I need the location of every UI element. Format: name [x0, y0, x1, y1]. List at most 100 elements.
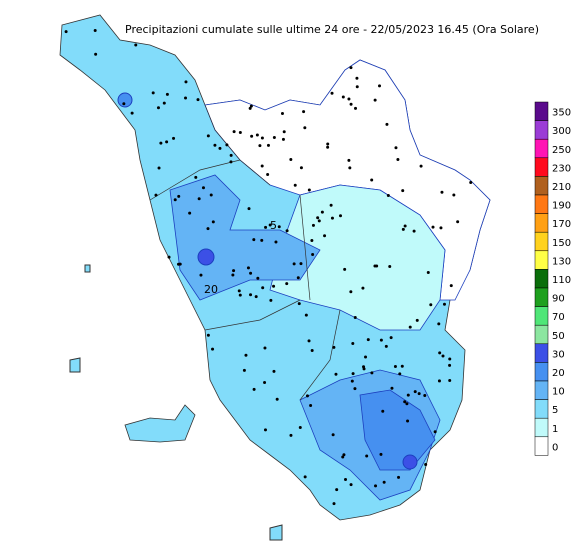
- station: [406, 393, 410, 397]
- station: [289, 433, 293, 437]
- wet-spot: [117, 92, 133, 108]
- station: [401, 227, 405, 231]
- station: [440, 190, 444, 194]
- station: [93, 29, 97, 33]
- legend-swatch: [534, 399, 549, 419]
- station: [398, 372, 402, 376]
- station: [365, 454, 369, 458]
- station: [307, 339, 311, 343]
- station: [281, 137, 285, 141]
- station: [362, 365, 366, 369]
- station: [448, 379, 452, 383]
- station: [177, 194, 181, 198]
- light-area: [269, 184, 446, 331]
- station: [370, 371, 374, 375]
- station: [437, 322, 441, 326]
- legend-label: 30: [552, 349, 565, 360]
- station: [351, 341, 355, 345]
- legend-swatch: [534, 362, 549, 382]
- station: [389, 336, 393, 340]
- legend: 3503002502302101901701501301109070503020…: [534, 101, 571, 456]
- legend-swatch: [534, 287, 549, 307]
- station: [167, 255, 171, 259]
- station: [330, 216, 334, 220]
- station: [256, 276, 260, 280]
- station: [282, 130, 286, 134]
- station: [350, 379, 354, 383]
- legend-label: 20: [552, 368, 565, 379]
- station: [94, 52, 98, 56]
- station: [373, 98, 377, 102]
- station: [258, 144, 262, 148]
- station: [173, 198, 177, 202]
- station: [246, 266, 250, 270]
- station: [184, 80, 188, 84]
- station: [206, 227, 210, 231]
- station: [320, 210, 324, 214]
- station: [393, 365, 397, 369]
- station: [266, 143, 270, 147]
- station: [438, 351, 442, 355]
- legend-label: 350: [552, 108, 571, 119]
- station: [332, 345, 336, 349]
- station: [382, 480, 386, 484]
- legend-swatch: [534, 231, 549, 252]
- station: [317, 219, 321, 223]
- station: [184, 96, 188, 100]
- station: [441, 354, 445, 358]
- legend-label: 190: [552, 201, 571, 212]
- legend-label: 250: [552, 145, 571, 156]
- station: [385, 122, 389, 126]
- station: [252, 238, 256, 242]
- legend-swatch: [534, 269, 549, 289]
- station: [218, 146, 222, 150]
- station: [238, 293, 242, 297]
- station: [134, 43, 138, 47]
- station: [361, 286, 365, 290]
- station: [330, 91, 334, 95]
- station: [188, 211, 192, 215]
- station: [426, 271, 430, 275]
- station: [194, 175, 198, 179]
- station: [351, 372, 355, 376]
- station: [326, 145, 330, 149]
- station: [299, 262, 303, 266]
- station: [388, 265, 392, 269]
- station: [448, 363, 452, 367]
- legend-label: 1: [552, 424, 558, 435]
- station: [355, 76, 359, 80]
- legend-swatch: [534, 380, 549, 400]
- station: [165, 140, 169, 144]
- contour-label: 20: [204, 283, 218, 296]
- legend-label: 110: [552, 275, 571, 286]
- station: [354, 106, 358, 110]
- legend-label: 0: [552, 442, 558, 453]
- station: [423, 394, 427, 398]
- station: [342, 453, 346, 457]
- station: [255, 133, 259, 137]
- station: [266, 172, 270, 176]
- station: [206, 134, 210, 138]
- station: [177, 262, 181, 266]
- wet-area: [359, 389, 436, 471]
- station: [196, 98, 200, 102]
- station: [386, 193, 390, 197]
- legend-swatch: [534, 324, 549, 345]
- station: [456, 220, 460, 224]
- station: [305, 394, 309, 398]
- station: [237, 289, 241, 293]
- station: [263, 381, 267, 385]
- station: [272, 369, 276, 373]
- station: [269, 298, 273, 302]
- station: [302, 110, 306, 114]
- station: [442, 302, 446, 306]
- station: [157, 166, 161, 170]
- legend-swatch: [534, 194, 549, 214]
- legend-label: 150: [552, 238, 571, 249]
- station: [412, 229, 416, 233]
- legend-label: 50: [552, 331, 565, 342]
- station: [406, 419, 410, 423]
- station: [397, 475, 401, 479]
- station: [429, 303, 433, 307]
